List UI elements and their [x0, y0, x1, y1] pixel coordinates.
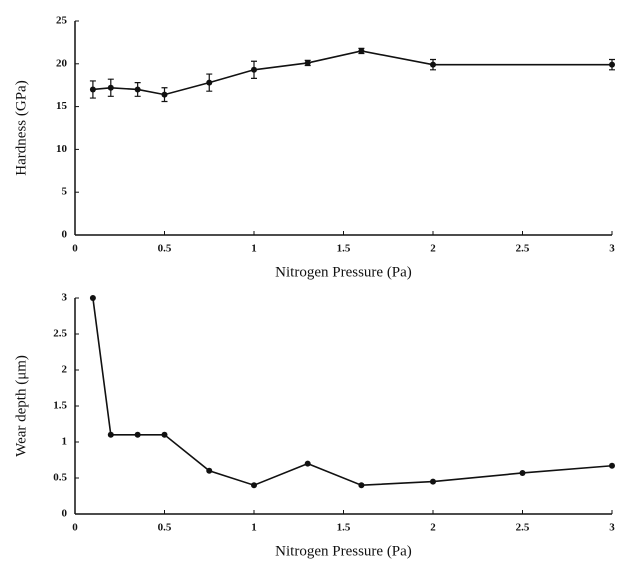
- figure: 051015202500.511.522.53Nitrogen Pressure…: [0, 0, 623, 568]
- data-point: [206, 468, 212, 474]
- x-tick-label: 3: [609, 522, 615, 534]
- data-point: [358, 48, 364, 54]
- data-line: [93, 51, 612, 95]
- x-tick-label: 0.5: [158, 243, 172, 255]
- data-point: [609, 62, 615, 68]
- x-tick-label: 0: [72, 522, 78, 534]
- y-tick-label: 10: [56, 143, 68, 155]
- data-point: [206, 80, 212, 86]
- data-point: [108, 85, 114, 91]
- y-tick-label: 0: [62, 508, 68, 520]
- data-point: [609, 463, 615, 469]
- y-tick-label: 1: [62, 436, 68, 448]
- data-point: [305, 60, 311, 66]
- y-tick-label: 1.5: [53, 400, 67, 412]
- data-point: [430, 62, 436, 68]
- x-tick-label: 1: [251, 522, 257, 534]
- x-tick-label: 2.5: [516, 243, 530, 255]
- x-tick-label: 1: [251, 243, 257, 255]
- x-axis-title: Nitrogen Pressure (Pa): [275, 543, 412, 559]
- y-tick-label: 25: [56, 15, 68, 27]
- y-tick-label: 5: [62, 186, 68, 198]
- data-point: [135, 86, 141, 92]
- data-point: [162, 432, 168, 438]
- x-tick-label: 2: [430, 522, 436, 534]
- x-axis-title: Nitrogen Pressure (Pa): [275, 264, 412, 280]
- data-point: [162, 92, 168, 98]
- y-tick-label: 15: [56, 100, 68, 112]
- y-tick-label: 3: [62, 292, 68, 304]
- data-point: [90, 86, 96, 92]
- x-tick-label: 1.5: [337, 243, 351, 255]
- y-tick-label: 20: [56, 57, 68, 69]
- y-tick-label: 0: [62, 229, 68, 241]
- data-point: [430, 479, 436, 485]
- data-point: [108, 432, 114, 438]
- x-tick-label: 0: [72, 243, 78, 255]
- y-axis-title: Hardness (GPa): [13, 80, 29, 175]
- data-line: [93, 298, 612, 485]
- data-point: [305, 461, 311, 467]
- x-tick-label: 1.5: [337, 522, 351, 534]
- y-axis-title: Wear depth (μm): [13, 355, 29, 457]
- data-point: [251, 482, 257, 488]
- x-tick-label: 2.5: [516, 522, 530, 534]
- x-tick-label: 0.5: [158, 522, 172, 534]
- data-point: [135, 432, 141, 438]
- data-point: [90, 295, 96, 301]
- data-point: [251, 67, 257, 73]
- data-point: [358, 482, 364, 488]
- x-tick-label: 3: [609, 243, 615, 255]
- x-tick-label: 2: [430, 243, 436, 255]
- y-tick-label: 0.5: [53, 472, 67, 484]
- data-point: [520, 470, 526, 476]
- y-tick-label: 2: [62, 364, 68, 376]
- y-tick-label: 2.5: [53, 328, 67, 340]
